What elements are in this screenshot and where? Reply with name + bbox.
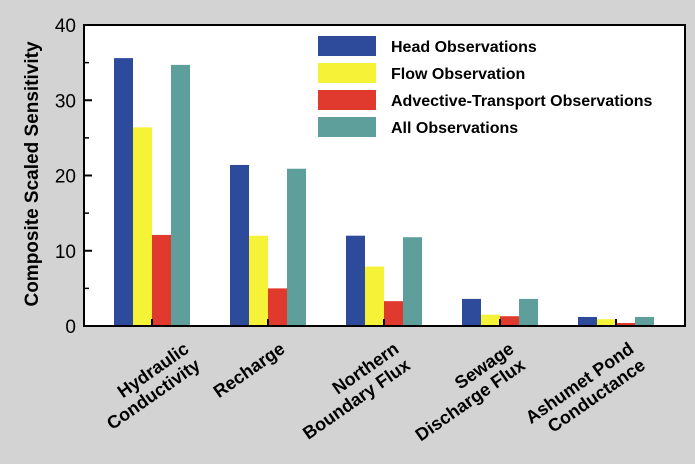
bar-1-2 <box>230 164 249 326</box>
legend-label-4: All Observations <box>391 120 518 137</box>
legend-swatch-1 <box>318 36 376 56</box>
bar-2-1 <box>133 127 152 326</box>
legend-label-2: Flow Observation <box>391 66 525 83</box>
bar-3-5 <box>616 322 635 326</box>
bar-3-2 <box>268 288 287 326</box>
bar-1-5 <box>578 316 597 326</box>
bar-2-5 <box>597 319 616 326</box>
bar-4-2 <box>287 168 306 326</box>
legend-swatch-4 <box>318 117 376 137</box>
legend-swatch-2 <box>318 63 376 83</box>
bar-2-4 <box>481 314 500 326</box>
legend-label-3: Advective-Transport Observations <box>391 93 653 110</box>
bar-1-3 <box>346 235 365 326</box>
bar-4-4 <box>519 298 538 326</box>
y-axis-label: Composite Scaled Sensitivity <box>22 41 43 306</box>
legend-label-1: Head Observations <box>391 39 537 56</box>
bar-3-1 <box>152 234 171 326</box>
category-label-line: Recharge <box>210 338 289 401</box>
bar-2-3 <box>365 266 384 326</box>
category-label-2: Recharge <box>210 338 289 401</box>
bar-1-1 <box>114 58 133 327</box>
bar-4-5 <box>635 316 654 326</box>
legend-swatch-3 <box>318 90 376 110</box>
y-tick-label: 40 <box>55 16 76 37</box>
bar-4-3 <box>403 237 422 326</box>
bar-3-4 <box>500 316 519 326</box>
bar-3-3 <box>384 301 403 326</box>
y-tick-label: 0 <box>65 317 76 338</box>
bar-1-4 <box>462 298 481 326</box>
bar-2-2 <box>249 235 268 326</box>
y-tick-label: 20 <box>55 167 76 188</box>
bar-4-1 <box>171 64 190 326</box>
y-tick-label: 30 <box>55 91 76 112</box>
y-tick-label: 10 <box>55 242 76 263</box>
